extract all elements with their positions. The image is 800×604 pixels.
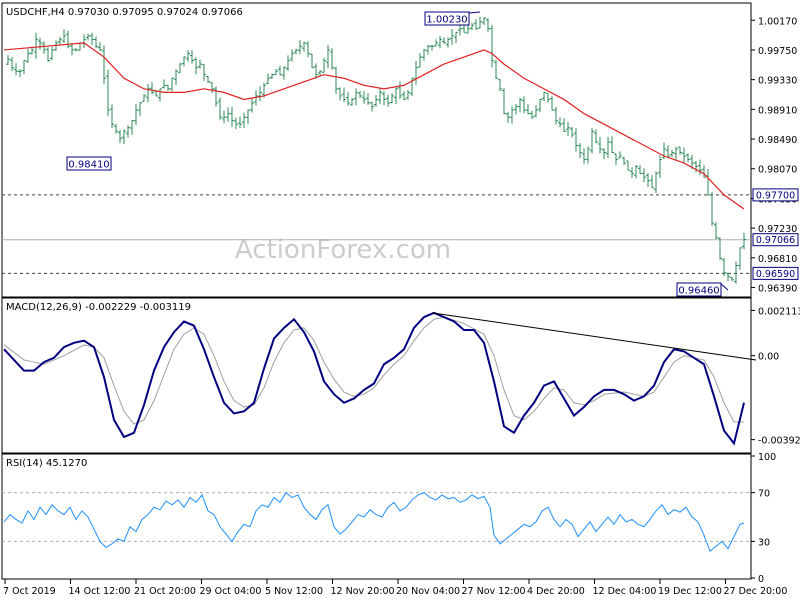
rsi-y-tick-label: 100 [758, 452, 776, 463]
last-price-axis-label: 0.97066 [756, 235, 795, 246]
annotation-box [676, 282, 722, 297]
x-axis-tick-label: 14 Oct 12:00 [69, 586, 131, 597]
x-axis-tick-label: 21 Oct 20:00 [134, 586, 196, 597]
annotation-label: 0.98410 [68, 160, 109, 171]
macd-y-tick-label: 0.00 [758, 352, 779, 363]
macd-panel-title: MACD(12,26,9) -0.002229 -0.003119 [6, 302, 191, 313]
axis-layer: 1.00170 0.99750 0.99330 0.98910 0.98490 0.980… [3, 16, 800, 597]
x-axis-tick-label: 19 Dec 12:00 [658, 586, 722, 597]
price-y-tick-label: 0.98070 [758, 165, 797, 176]
price-annotation: 0.98410 [66, 156, 112, 171]
price-y-tick-label: 0.98910 [758, 105, 797, 116]
price-panel-title: USDCHF,H4 0.97030 0.97095 0.97024 0.9706… [6, 7, 243, 18]
x-axis-tick-label: 20 Nov 04:00 [396, 586, 460, 597]
price-y-tick-label: 0.96810 [758, 254, 797, 265]
annotation-connector [468, 11, 481, 14]
level-axis-box [752, 266, 799, 280]
rsi-y-tick-label: 30 [758, 537, 770, 548]
annotation-label: 1.00230 [426, 15, 467, 26]
price-y-tick-label: 0.96390 [758, 284, 797, 295]
last-price-axis-box [752, 233, 799, 247]
price-annotation: 0.96460 [676, 282, 729, 297]
rsi-y-tick-label: 0 [758, 574, 764, 585]
price-y-tick-label: 0.98490 [758, 135, 797, 146]
macd-y-tick-label: 0.002113 [758, 306, 800, 317]
level-axis-box [752, 188, 799, 202]
x-axis-tick-label: 4 Dec 20:00 [527, 586, 585, 597]
price-y-tick-label: 0.99750 [758, 46, 797, 57]
rsi-y-tick-label: 70 [758, 489, 770, 500]
level-axis-label: 0.97700 [756, 190, 795, 201]
price-y-tick-label: 0.97230 [758, 224, 797, 235]
annotation-connector [720, 283, 729, 291]
moving-average-line [3, 42, 745, 210]
annotation-box [66, 156, 112, 171]
rsi-line [3, 491, 745, 552]
macd-series-layer [3, 311, 757, 446]
x-axis-tick-label: 12 Dec 04:00 [593, 586, 657, 597]
x-axis-tick-label: 27 Nov 12:00 [462, 586, 526, 597]
price-y-tick-label: 1.00170 [758, 16, 797, 27]
macd-y-tick-label: -0.003922 [758, 436, 800, 447]
rsi-series-layer [2, 491, 751, 552]
level-axis-label: 0.96590 [756, 269, 795, 280]
price-y-tick-label: 0.99330 [758, 76, 797, 87]
macd-signal-line [3, 316, 744, 425]
price-panel-frame [1, 2, 752, 298]
x-axis-tick-label: 5 Nov 12:00 [265, 586, 323, 597]
x-axis-tick-label: 27 Dec 20:00 [724, 586, 788, 597]
x-axis-tick-label: 29 Oct 04:00 [200, 586, 262, 597]
macd-line [3, 311, 745, 446]
price-annotation: 1.00230 [424, 11, 481, 26]
rsi-panel-frame [1, 453, 752, 580]
annotation-label: 0.96460 [678, 286, 719, 297]
annotation-box [424, 11, 470, 26]
rsi-panel-title: RSI(14) 45.1270 [6, 458, 87, 469]
x-axis-tick-label: 12 Nov 20:00 [331, 586, 395, 597]
macd-trendline [431, 312, 757, 361]
macd-panel-frame [1, 297, 752, 454]
x-axis-tick-label: 7 Oct 2019 [3, 586, 56, 597]
price-series-layer: 1.00230 0.98410 0.96460 [2, 11, 751, 297]
